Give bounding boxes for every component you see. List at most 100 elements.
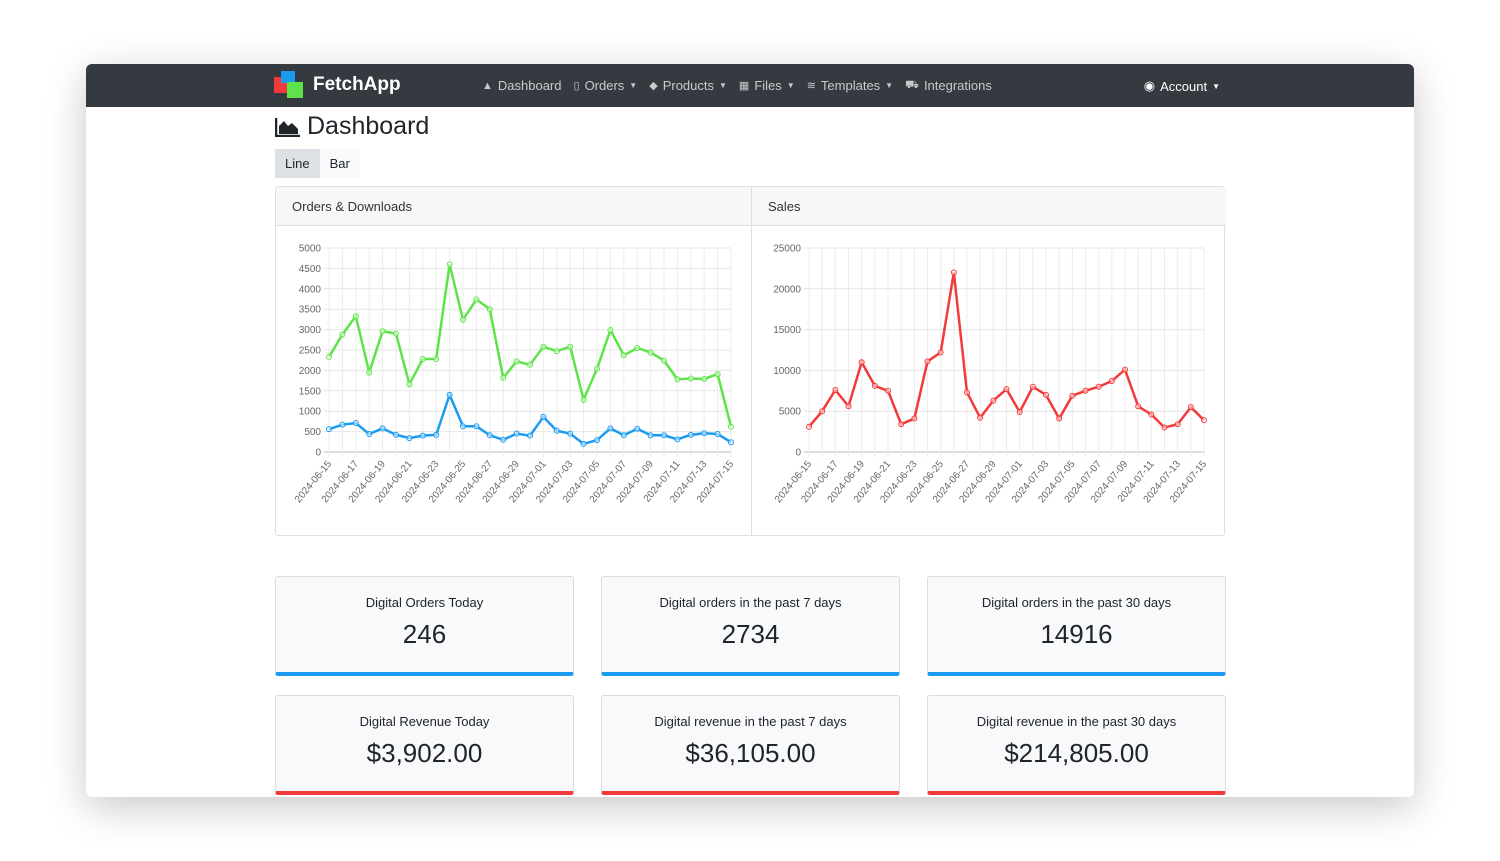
data-point [634, 425, 641, 432]
data-point [1161, 424, 1168, 431]
data-point [352, 313, 359, 320]
chart-header: Sales [752, 187, 1226, 226]
navbar: FetchApp ▲ Dashboard ▯ Orders ▼ ◆ Products ▼ ▦ Fi… [86, 64, 1414, 107]
data-point [473, 296, 480, 303]
data-point [924, 358, 931, 365]
data-point [527, 432, 533, 439]
data-point [858, 359, 865, 366]
stat-label: Digital revenue in the past 30 days [976, 714, 1177, 729]
y-tick-label: 15000 [773, 325, 801, 336]
data-point [540, 343, 547, 350]
data-point [433, 431, 440, 438]
data-point [1174, 421, 1181, 428]
data-point [567, 430, 574, 437]
data-point [806, 423, 812, 430]
y-tick-label: 1500 [299, 386, 322, 397]
data-point [379, 425, 386, 432]
data-point [1135, 403, 1142, 410]
sales-chart: 05000100001500020000250002024-06-152024-… [773, 244, 1210, 506]
nav-label: Templates [820, 78, 881, 93]
nav-item-orders[interactable]: ▯ Orders ▼ [574, 78, 638, 93]
data-point [406, 435, 413, 442]
data-point [513, 430, 520, 437]
y-tick-label: 10000 [773, 366, 801, 377]
data-point [366, 431, 373, 438]
stat-value: 2734 [721, 619, 780, 649]
stat-label: Digital orders in the past 30 days [981, 595, 1172, 610]
y-tick-label: 3500 [299, 305, 322, 316]
data-point [701, 375, 708, 382]
data-point [964, 389, 970, 396]
y-tick-label: 1000 [299, 407, 322, 418]
cart-icon: ⛟ [905, 78, 919, 91]
nav-item-integrations[interactable]: ⛟ Integrations [905, 78, 992, 93]
stat-value: $214,805.00 [1004, 738, 1149, 768]
data-point [898, 421, 905, 428]
data-point [714, 371, 721, 378]
data-point [460, 316, 466, 323]
data-point [1003, 386, 1010, 393]
bar-toggle-button[interactable]: Bar [319, 149, 360, 178]
brand-link[interactable]: FetchApp [274, 71, 401, 99]
y-tick-label: 2000 [299, 366, 322, 377]
data-point [1187, 404, 1194, 411]
data-point [419, 355, 426, 362]
y-tick-label: 2500 [299, 346, 322, 357]
stat-card: Digital revenue in the past 30 days $214,… [927, 695, 1226, 795]
nav-item-dashboard[interactable]: ▲ Dashboard [482, 78, 562, 93]
data-point [937, 349, 944, 356]
data-point [473, 423, 480, 430]
data-point [352, 420, 359, 427]
data-point [500, 374, 507, 381]
nav-item-templates[interactable]: ≋ Templates ▼ [807, 78, 893, 93]
data-point [607, 425, 614, 432]
data-point [500, 436, 507, 443]
data-point [1029, 383, 1036, 390]
tags-icon: ◆ [649, 80, 658, 92]
data-point [379, 328, 386, 335]
data-point [714, 431, 721, 438]
data-point [819, 408, 826, 415]
y-tick-label: 5000 [299, 244, 322, 255]
data-point [1108, 378, 1115, 385]
data-point [553, 348, 560, 355]
stat-card: Digital Revenue Today $3,902.00 [275, 695, 574, 795]
data-point [486, 306, 493, 313]
data-point [446, 261, 453, 268]
data-point [326, 426, 332, 433]
charts-card: Orders & Downloads 0 500 1000 1500 2000 2500 3… [275, 186, 1226, 536]
data-point [1016, 409, 1023, 416]
data-point [728, 423, 734, 430]
fetchapp-logo [274, 71, 304, 99]
data-point [460, 423, 466, 430]
data-point [1122, 366, 1128, 373]
line-toggle-button[interactable]: Line [275, 149, 320, 178]
data-point [339, 421, 346, 428]
y-tick-label: 4000 [299, 284, 322, 295]
data-point [553, 427, 560, 434]
stat-value: $36,105.00 [685, 738, 816, 768]
data-point [832, 386, 839, 393]
data-point [486, 432, 493, 439]
nav-label: Orders [584, 78, 625, 93]
data-point [1201, 417, 1207, 424]
data-point [1148, 411, 1155, 418]
caret-down-icon: ▼ [629, 81, 638, 90]
y-tick-label: 20000 [773, 284, 801, 295]
stat-label: Digital Orders Today [365, 595, 484, 610]
y-tick-label: 5000 [779, 407, 802, 418]
data-point [1043, 391, 1049, 398]
nav-item-products[interactable]: ◆ Products ▼ [649, 78, 727, 93]
page-title: Dashboard [275, 112, 1225, 141]
nav-item-files[interactable]: ▦ Files ▼ [739, 78, 795, 93]
account-dropdown[interactable]: ◉ Account ▼ [1144, 78, 1220, 94]
data-point [728, 439, 734, 446]
data-point [647, 349, 654, 356]
data-point [911, 415, 918, 422]
data-point [1069, 392, 1076, 399]
stat-label: Digital orders in the past 7 days [659, 595, 842, 610]
nav-label: Products [662, 78, 714, 93]
caret-down-icon: ▼ [719, 81, 727, 90]
stat-label: Digital Revenue Today [359, 714, 490, 729]
y-tick-label: 4500 [299, 264, 322, 275]
